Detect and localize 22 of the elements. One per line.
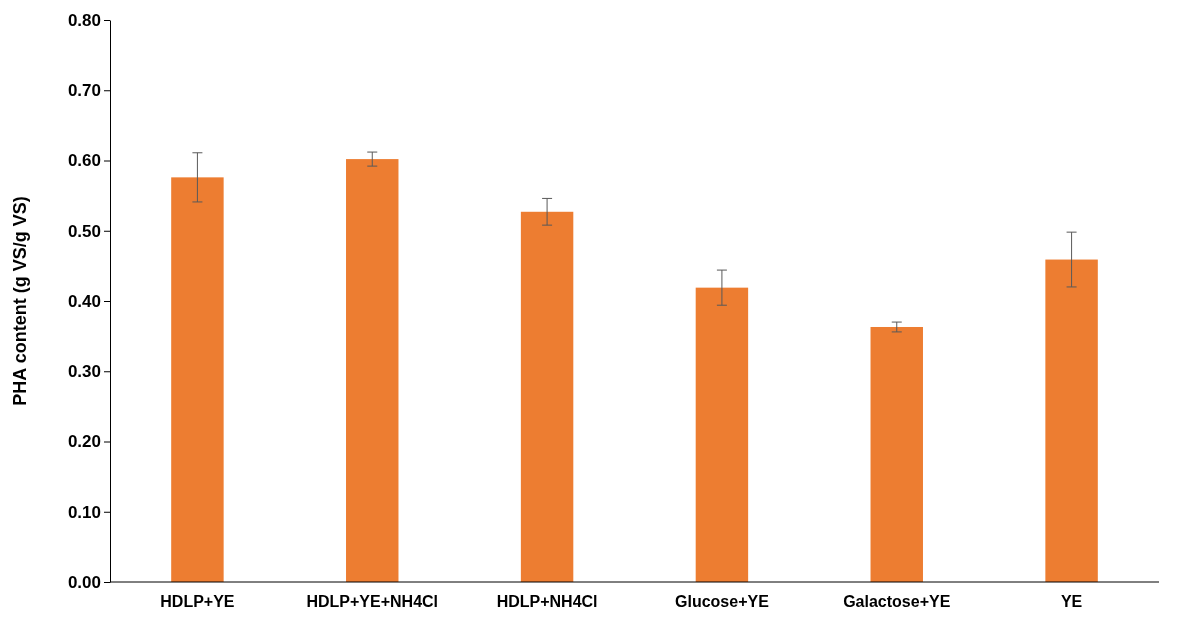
y-tick-label: 0.20 <box>67 432 101 452</box>
y-tick-label: 0.60 <box>67 151 101 171</box>
x-tick-label: YE <box>1060 593 1083 611</box>
y-tick-label: 0.30 <box>67 362 101 382</box>
x-tick-label: HDLP+NH4Cl <box>496 593 598 611</box>
y-tick-label: 0.50 <box>67 221 101 241</box>
y-tick-label: 0.70 <box>67 81 101 101</box>
bar <box>520 211 574 582</box>
bar <box>695 287 749 582</box>
bar <box>870 326 923 582</box>
y-axis-title: PHA content (g VS/g VS) <box>10 196 30 406</box>
y-tick-label: 0.00 <box>67 572 101 592</box>
y-tick-label: 0.80 <box>67 10 101 30</box>
bar <box>346 159 399 582</box>
x-tick-label: HDLP+YE+NH4Cl <box>306 593 439 611</box>
y-tick-label: 0.10 <box>67 502 101 522</box>
x-tick-label: Glucose+YE <box>675 593 770 611</box>
x-tick-label: Galactose+YE <box>843 593 951 611</box>
x-tick-label: HDLP+YE <box>160 593 235 611</box>
y-tick-label: 0.40 <box>67 291 101 311</box>
bar <box>171 177 224 582</box>
bar <box>1045 259 1098 582</box>
